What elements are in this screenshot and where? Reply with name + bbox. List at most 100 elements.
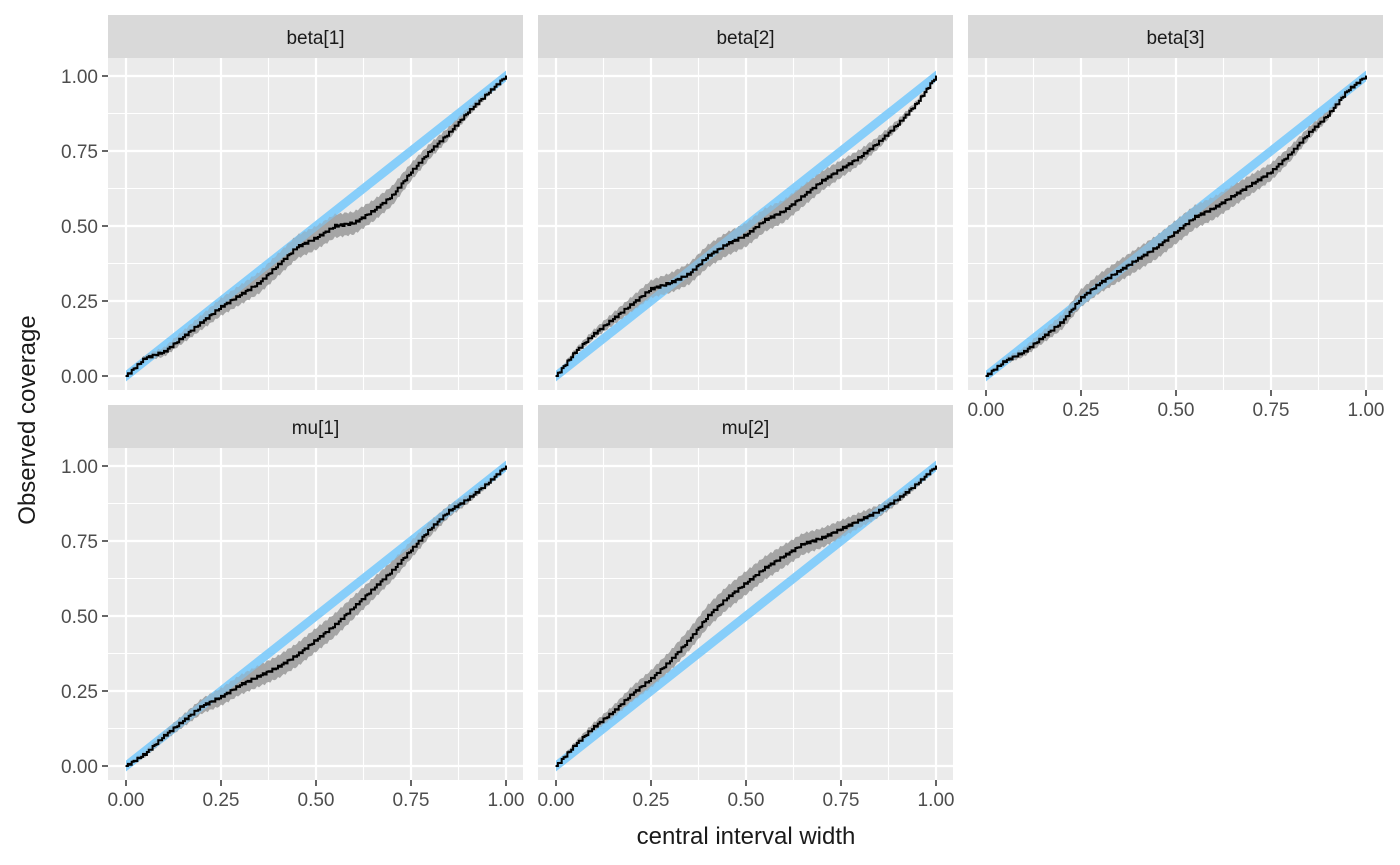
observed-point [555, 765, 557, 767]
observed-point [745, 582, 747, 584]
facet-strip-label: beta[1] [286, 28, 344, 49]
observed-coverage-line [126, 466, 507, 767]
observed-point [1118, 270, 1120, 272]
x-tick-label: 0.25 [203, 790, 240, 811]
facet-strip-label: beta[3] [1146, 28, 1204, 49]
observed-point [840, 168, 842, 170]
observed-point [277, 264, 279, 266]
observed-point [144, 357, 146, 359]
observed-point [315, 237, 317, 239]
observed-point [878, 510, 880, 512]
observed-point [593, 333, 595, 335]
observed-point [593, 726, 595, 728]
observed-point [878, 141, 880, 143]
x-tick-label: 0.25 [1063, 400, 1100, 421]
reference-band-overlay [556, 70, 936, 382]
observed-point [220, 306, 222, 308]
facet-strip [108, 15, 523, 58]
facet-strip [538, 405, 953, 448]
y-tick-label: 0.25 [61, 292, 98, 313]
observed-point [372, 588, 374, 590]
facet-strip-label: mu[1] [292, 418, 340, 439]
x-tick-label: 1.00 [488, 790, 525, 811]
reference-band-overlay [126, 460, 506, 772]
observed-point [1346, 90, 1348, 92]
observed-point [277, 666, 279, 668]
observed-point [220, 696, 222, 698]
observed-point [315, 639, 317, 641]
reference-band-overlay [126, 70, 506, 382]
observed-point [1327, 114, 1329, 116]
x-tick-label: 0.75 [823, 790, 860, 811]
observed-point [429, 528, 431, 530]
observed-point [239, 294, 241, 296]
observed-point [726, 597, 728, 599]
observed-point [353, 222, 355, 224]
observed-point [897, 123, 899, 125]
observed-point [448, 510, 450, 512]
observed-point [821, 180, 823, 182]
observed-point [467, 111, 469, 113]
observed-point [707, 255, 709, 257]
facet-panel-beta-1: beta[1] 0.00 0.25 0.50 0.75 1.00 [61, 15, 523, 390]
observed-point [1365, 75, 1367, 77]
observed-point [821, 537, 823, 539]
observed-point [1289, 153, 1291, 155]
observed-point [1004, 360, 1006, 362]
observed-point [144, 753, 146, 755]
observed-point [505, 465, 507, 467]
x-tick-label: 0.25 [633, 790, 670, 811]
observed-point [859, 519, 861, 521]
observed-point [391, 195, 393, 197]
observed-point [1080, 297, 1082, 299]
observed-point [650, 678, 652, 680]
observed-point [1156, 246, 1158, 248]
x-tick-label: 1.00 [1348, 400, 1385, 421]
facet-strip [968, 15, 1383, 58]
observed-point [1308, 132, 1310, 134]
observed-point [764, 219, 766, 221]
y-tick-label: 0.75 [61, 532, 98, 553]
observed-point [916, 483, 918, 485]
observed-point [631, 303, 633, 305]
observed-point [574, 351, 576, 353]
facet-strip [108, 405, 523, 448]
observed-point [410, 171, 412, 173]
facet-panel-beta-3: beta[3] 0.00 0.25 0.50 0.75 1.00 [968, 15, 1385, 421]
observed-point [429, 150, 431, 152]
observed-point [669, 282, 671, 284]
observed-point [1175, 231, 1177, 233]
observed-point [334, 225, 336, 227]
facet-strip [538, 15, 953, 58]
observed-point [859, 156, 861, 158]
y-tick-label: 1.00 [61, 67, 98, 88]
observed-point [486, 93, 488, 95]
observed-point [650, 288, 652, 290]
observed-point [897, 498, 899, 500]
x-tick-label: 0.00 [968, 400, 1005, 421]
observed-point [125, 765, 127, 767]
observed-point [410, 549, 412, 551]
observed-point [783, 555, 785, 557]
observed-point [258, 675, 260, 677]
observed-point [726, 243, 728, 245]
observed-point [783, 210, 785, 212]
observed-point [1270, 171, 1272, 173]
observed-point [935, 465, 937, 467]
x-tick-label: 0.50 [728, 790, 765, 811]
observed-point [505, 75, 507, 77]
observed-point [296, 246, 298, 248]
x-tick-label: 0.50 [298, 790, 335, 811]
observed-point [163, 735, 165, 737]
reference-band-overlay [556, 460, 936, 772]
observed-point [840, 528, 842, 530]
observed-point [334, 624, 336, 626]
observed-point [612, 711, 614, 713]
facet-strip-label: mu[2] [722, 418, 770, 439]
observed-point [669, 660, 671, 662]
observed-point [448, 132, 450, 134]
facet-panel-mu-2: mu[2] 0.00 0.25 0.50 0.75 1.00 [538, 405, 954, 811]
y-tick-label: 1.00 [61, 457, 98, 478]
observed-coverage-line [126, 76, 507, 377]
